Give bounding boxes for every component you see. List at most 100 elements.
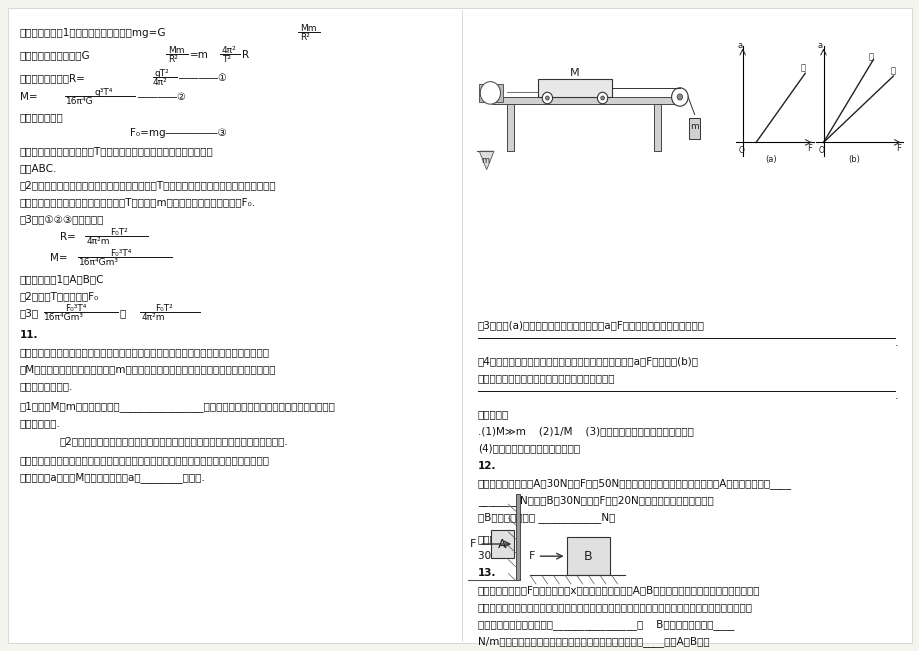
Text: 器打上的点计算出.: 器打上的点计算出.: [20, 381, 74, 391]
Bar: [491, 530, 514, 558]
Text: F: F: [895, 144, 900, 153]
Text: R: R: [242, 50, 249, 60]
Text: 4π²: 4π²: [153, 78, 167, 87]
Text: g³T⁴: g³T⁴: [95, 88, 113, 97]
Text: m: m: [481, 156, 488, 165]
Circle shape: [545, 96, 549, 100]
Text: 在探究加速度与力、质量的关系实验中，采用如图所示的实验装置，小车及车中码码的质量: 在探究加速度与力、质量的关系实验中，采用如图所示的实验装置，小车及车中码码的质量: [20, 347, 269, 357]
Text: (a): (a): [765, 155, 776, 164]
Text: ________N；物体B重30N，受到F等于20N的水平推力静止不动，则物: ________N；物体B重30N，受到F等于20N的水平推力静止不动，则物: [478, 495, 713, 506]
Text: 如上右图所示，物体A重30N，用F等于50N的力垂直压在墙上静止不动，则物体A所受的摩擦力是____: 如上右图所示，物体A重30N，用F等于50N的力垂直压在墙上静止不动，则物体A所…: [478, 478, 791, 489]
Bar: [653, 104, 661, 151]
Text: 乙: 乙: [868, 52, 872, 61]
Text: 30  20: 30 20: [478, 551, 510, 561]
Text: （3）: （3）: [20, 308, 40, 318]
Text: a: a: [736, 41, 742, 50]
Text: （2）、一组同学在做加速度与质量的关系实验时，保持盘及盘中码码的质量一定.: （2）、一组同学在做加速度与质量的关系实验时，保持盘及盘中码码的质量一定.: [60, 436, 289, 446]
Text: 中码码的重力.: 中码码的重力.: [20, 418, 61, 428]
Circle shape: [671, 88, 687, 106]
Circle shape: [480, 81, 500, 104]
Text: F: F: [807, 144, 811, 153]
Text: F₀³T⁴: F₀³T⁴: [65, 304, 86, 313]
Text: M: M: [570, 68, 579, 77]
Text: 示，两个同学做实验时的哪一个物理量取値不同？: 示，两个同学做实验时的哪一个物理量取値不同？: [478, 373, 615, 383]
Text: ，: ，: [119, 308, 126, 318]
Polygon shape: [479, 151, 494, 170]
Text: F₀³T⁴: F₀³T⁴: [110, 249, 131, 258]
Text: 改变小车及车中码码的质量，测出相应的加速度，采用图象法处理数据，为了比较容易地确: 改变小车及车中码码的质量，测出相应的加速度，采用图象法处理数据，为了比较容易地确: [20, 455, 269, 465]
Text: 因而需要用计时表测量周期T，用天平测量质量，用弹簧秤测量重力；: 因而需要用计时表测量周期T，用天平测量质量，用弹簧秤测量重力；: [20, 146, 213, 156]
Text: 体B所受的摩擦力是 ____________N。: 体B所受的摩擦力是 ____________N。: [478, 512, 615, 523]
Text: 参考答案：: 参考答案：: [478, 409, 509, 419]
Text: T²: T²: [221, 55, 231, 64]
Text: A: A: [498, 538, 506, 551]
Text: 《解答》解：（1）重力等于万有引力；mg=G: 《解答》解：（1）重力等于万有引力；mg=G: [20, 28, 166, 38]
Text: a: a: [816, 41, 822, 50]
Text: ――――①: ――――①: [179, 73, 226, 83]
Text: F₀T²: F₀T²: [110, 228, 128, 237]
Text: N/m，若要制作一个精确度较高的弹簧测力计，应选弹簧____（填A或B），: N/m，若要制作一个精确度较高的弹簧测力计，应选弹簧____（填A或B），: [478, 636, 709, 647]
Text: 4π²m: 4π²m: [87, 237, 110, 246]
Text: 13.: 13.: [478, 568, 496, 578]
Circle shape: [600, 96, 604, 100]
Text: 甲: 甲: [800, 63, 805, 72]
Text: 由以上两式解得：R=: 由以上两式解得：R=: [20, 73, 85, 83]
Text: 得的数据绘出如图所示的图象，从图象上看，该同学没能完全按实验要求做，使图象上线成为曲线，: 得的数据绘出如图所示的图象，从图象上看，该同学没能完全按实验要求做，使图象上线成…: [478, 602, 752, 612]
Text: 16π⁴Gm³: 16π⁴Gm³: [44, 313, 84, 322]
Text: （2）周期T，物体重力F₀: （2）周期T，物体重力F₀: [20, 291, 99, 301]
Text: .(1)M≫m    (2)1/M    (3)没有平衡摩擦力或平衡摩擦力不够: .(1)M≫m (2)1/M (3)没有平衡摩擦力或平衡摩擦力不够: [478, 426, 693, 436]
Circle shape: [596, 92, 607, 104]
Text: F: F: [528, 551, 534, 561]
Text: Mm: Mm: [300, 24, 316, 33]
Text: R=: R=: [60, 232, 75, 242]
Bar: [566, 537, 609, 575]
Text: （4）乙、丙同学用同一装置做实验，画出了各自得到的a－F图线如图(b)所: （4）乙、丙同学用同一装置做实验，画出了各自得到的a－F图线如图(b)所: [478, 356, 698, 366]
Text: ――――②: ――――②: [138, 92, 186, 102]
Text: R²: R²: [168, 55, 177, 64]
Text: (4)小车及车上的码码的总质量不同: (4)小车及车上的码码的总质量不同: [478, 443, 580, 453]
Text: (b): (b): [847, 155, 859, 164]
Text: 由牛顿第二定律: 由牛顿第二定律: [20, 112, 63, 122]
Text: 4π²: 4π²: [221, 46, 236, 55]
Bar: [515, 493, 519, 581]
Text: 12.: 12.: [478, 461, 496, 471]
Text: （3）如图(a)为甲同学根据测量数据作出的a－F图线，说明实验存在的问题是: （3）如图(a)为甲同学根据测量数据作出的a－F图线，说明实验存在的问题是: [478, 320, 704, 330]
Text: 16π⁴G: 16π⁴G: [66, 97, 94, 106]
Text: Mm: Mm: [168, 46, 185, 55]
Text: F₀=mg―――――③: F₀=mg―――――③: [130, 128, 226, 138]
Text: .: .: [894, 391, 898, 401]
Bar: [506, 104, 514, 151]
Circle shape: [676, 94, 682, 100]
Text: 故选ABC.: 故选ABC.: [20, 163, 57, 173]
Circle shape: [541, 92, 552, 104]
Text: （3）由①②③三式可解得: （3）由①②③三式可解得: [20, 214, 104, 224]
Text: 图象上部成为曲线的原因是________________，    B弹簧的剓度系数为____: 图象上部成为曲线的原因是________________， B弹簧的剓度系数为_…: [478, 619, 733, 630]
Text: R²: R²: [300, 33, 310, 42]
Text: gT²: gT²: [154, 69, 170, 78]
Text: 4π²m: 4π²m: [142, 313, 165, 322]
Text: F: F: [470, 539, 476, 549]
Text: O: O: [737, 146, 743, 156]
Text: 故答案为：（1）A、B、C: 故答案为：（1）A、B、C: [20, 274, 105, 284]
Text: B: B: [584, 549, 592, 562]
Text: M=: M=: [50, 253, 68, 263]
Text: 用M表示，盘及盘中码码的质量用m表示，小车的加速度可由小车后拖动的纸带由打点计时: 用M表示，盘及盘中码码的质量用m表示，小车的加速度可由小车后拖动的纸带由打点计时: [20, 364, 277, 374]
Text: O: O: [818, 146, 823, 156]
Text: .: .: [894, 338, 898, 348]
Text: 故答案为：飞船绕行星表面运行的周期T，质量为m的物体在行星上所受的重力F₀.: 故答案为：飞船绕行星表面运行的周期T，质量为m的物体在行星上所受的重力F₀.: [20, 197, 255, 207]
Text: 参考答案：: 参考答案：: [478, 534, 509, 544]
Text: m: m: [689, 122, 698, 131]
Text: F₀T²: F₀T²: [154, 304, 173, 313]
Text: （1）、当M与m的大小关系满足________________时，才可以认为绳对小车的拉力大小等于盘及盘: （1）、当M与m的大小关系满足________________时，才可以认为绳对…: [20, 401, 335, 412]
Text: 11.: 11.: [20, 330, 39, 340]
Bar: [492, 97, 675, 104]
Text: 定出加速度a与质量M的关系，应该作a与________的图象.: 定出加速度a与质量M的关系，应该作a与________的图象.: [20, 472, 206, 483]
Text: =m: =m: [190, 50, 209, 60]
Text: 为了探究弹簧弹力F和弹簧伸长量x的关系，某同学选了A、B两根规格不同的弹簧进行测试，根据测: 为了探究弹簧弹力F和弹簧伸长量x的关系，某同学选了A、B两根规格不同的弹簧进行测…: [478, 585, 760, 595]
Bar: [688, 118, 699, 139]
Text: （2）由第一问讨论可知，需要用计时表测量周期T，用天平测量质量，用弹簧秤测量重力；: （2）由第一问讨论可知，需要用计时表测量周期T，用天平测量质量，用弹簧秤测量重力…: [20, 180, 277, 190]
Text: 16π⁴Gm³: 16π⁴Gm³: [79, 258, 119, 267]
Bar: [479, 84, 503, 102]
Text: 万有引力等于向心力：G: 万有引力等于向心力：G: [20, 50, 91, 60]
Bar: [538, 79, 611, 97]
